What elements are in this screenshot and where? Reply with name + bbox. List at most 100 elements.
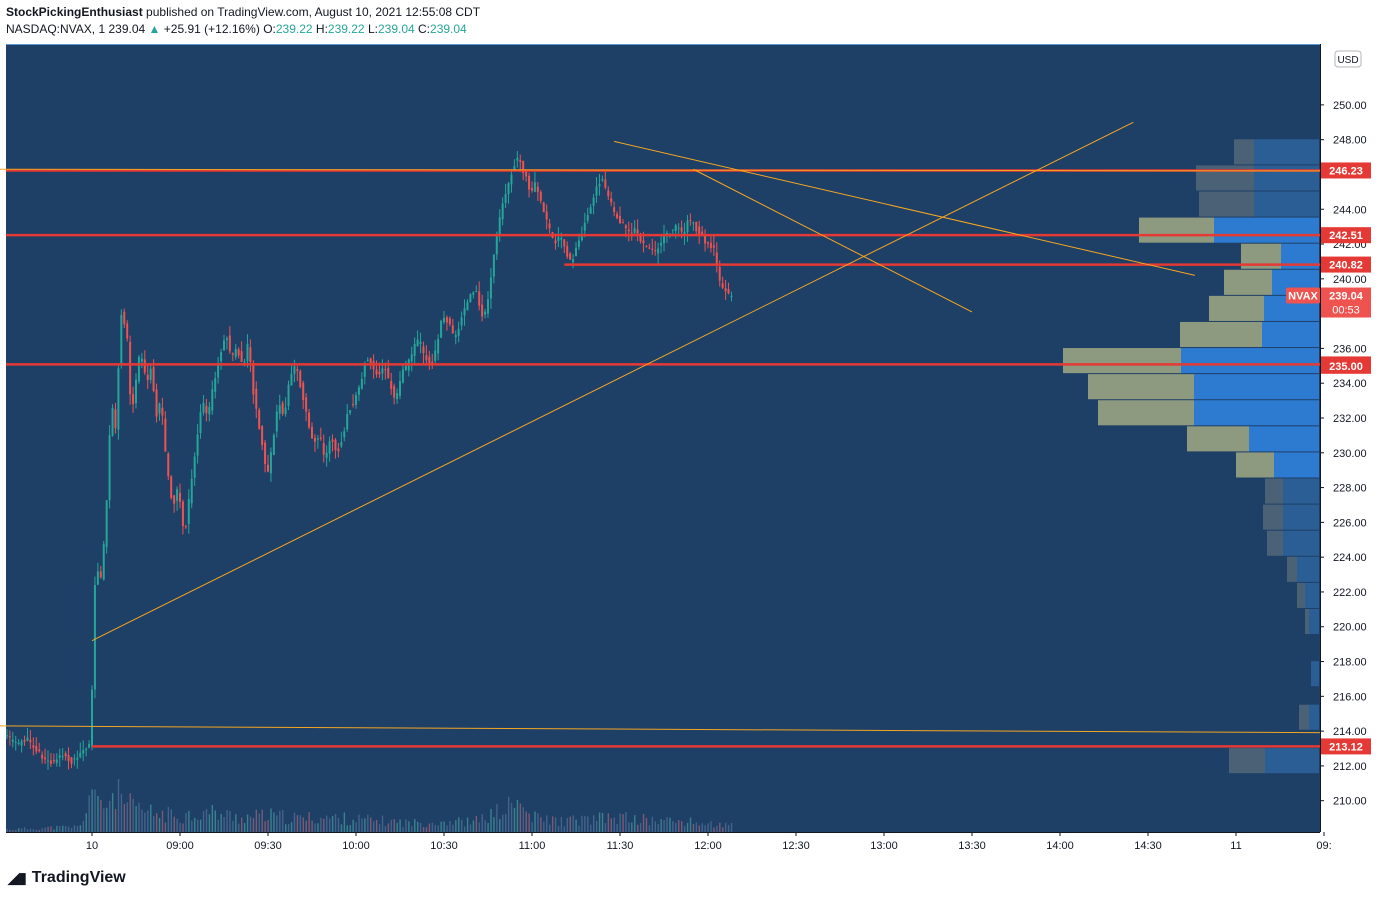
candle-body [440, 320, 443, 338]
volume-bar [246, 814, 249, 832]
candle-body [73, 758, 76, 760]
candle-body [662, 234, 665, 244]
price-tick-label: 226.00 [1333, 517, 1367, 529]
price-badge [1321, 256, 1371, 273]
volume-bar [370, 817, 372, 832]
candle-body [319, 437, 322, 440]
volume-bar [100, 799, 102, 832]
volume-bar [660, 819, 662, 832]
candle-body [481, 304, 484, 317]
price-axis[interactable] [1320, 44, 1383, 860]
price-tick-label: 210.00 [1333, 796, 1367, 808]
profile-down-bar [1311, 661, 1319, 687]
candle-body [252, 362, 255, 395]
volume-bar [226, 809, 228, 832]
candle-body [613, 207, 616, 212]
candle-body [99, 571, 102, 578]
symbol-tag [1286, 287, 1320, 304]
volume-bar [531, 821, 533, 832]
candle-body [220, 352, 223, 362]
profile-down-bar [1181, 348, 1319, 374]
candle-body [695, 221, 698, 232]
volume-bar [114, 809, 117, 832]
volume-bar [15, 829, 17, 832]
candle-body [445, 317, 448, 323]
candle-body [425, 355, 428, 361]
price-badge-label: 240.82 [1329, 260, 1363, 272]
candle-body [190, 478, 193, 504]
volume-bar [604, 822, 607, 832]
volume-bar [12, 829, 14, 832]
volume-bar [305, 820, 307, 832]
volume-bar [625, 812, 627, 832]
ohlc-legend: NASDAQ:NVAX, 1 239.04 ▲ +25.91 (+12.16%)… [6, 22, 467, 36]
candle-body [586, 215, 589, 221]
candle-body [674, 225, 677, 231]
profile-down-bar [1194, 374, 1319, 400]
candle-body [146, 374, 149, 381]
price-tick-label: 222.00 [1333, 587, 1367, 599]
volume-bar [320, 817, 322, 832]
candle-body [504, 193, 507, 203]
tradingview-brand[interactable]: ◢▮ TradingView [8, 869, 126, 887]
price-chart[interactable]: 210.00 212.00 214.00 216.00 218.00 220.00 222.… [0, 44, 1383, 860]
time-axis[interactable] [6, 832, 1320, 860]
price-badges: 246.23242.51240.82235.08213.12235.00NVAX… [1286, 162, 1371, 755]
volume-bar [628, 822, 630, 832]
volume-bar [67, 826, 70, 832]
high-label: H: [315, 22, 328, 36]
volume-bar [299, 815, 302, 832]
volume-bar [220, 813, 222, 832]
candle-body [715, 252, 718, 264]
candle-body [243, 361, 246, 363]
candle-body [437, 338, 440, 354]
volume-bar [261, 809, 263, 832]
candle-body [616, 213, 619, 219]
profile-up-bar [1180, 321, 1262, 348]
candle-body [645, 246, 648, 248]
trendlines-layer [0, 121, 1357, 734]
volume-bar [578, 825, 580, 832]
symbol-label: NASDAQ:NVAX, 1 [6, 22, 106, 36]
volume-bar [196, 820, 199, 832]
volume-bar [499, 819, 501, 832]
currency-label: USD [1337, 55, 1358, 66]
volume-bar [519, 803, 522, 832]
plot-area[interactable] [6, 44, 1320, 832]
candle-body [255, 388, 258, 409]
volume-bar [566, 818, 568, 832]
volume-bar [431, 822, 434, 832]
candle-body [533, 182, 536, 192]
volume-bar [460, 819, 463, 832]
volume-bar [158, 818, 161, 832]
candle-body [689, 220, 692, 222]
volume-bar [18, 828, 20, 832]
volume-bar [631, 822, 633, 832]
candle-body [305, 397, 308, 412]
time-tick-label: 09: [1316, 840, 1331, 852]
profile-up-bar [1263, 504, 1283, 530]
volume-bar [279, 810, 281, 832]
volume-bar [238, 823, 240, 832]
tradingview-logo-icon: ◢▮ [8, 870, 27, 887]
candle-body [393, 386, 396, 398]
candle-body [41, 754, 44, 759]
candle-body [398, 381, 401, 396]
volume-bar [402, 827, 404, 832]
volume-bar [243, 822, 246, 832]
candle-body [258, 409, 261, 429]
author-name[interactable]: StockPickingEnthusiast [6, 5, 143, 19]
volume-bar [440, 821, 442, 832]
candle-body [701, 231, 704, 236]
candle-body [730, 295, 733, 298]
profile-down-bar [1309, 608, 1319, 635]
candle-body [82, 750, 85, 754]
symbol-tag-label: NVAX [1288, 291, 1318, 303]
volume-bar [367, 814, 369, 832]
volume-bar [252, 818, 255, 832]
candle-body [639, 233, 642, 242]
volume-bar [258, 813, 260, 832]
candle-body [181, 501, 184, 527]
currency-button[interactable]: USD [1334, 50, 1362, 68]
candle-body [290, 373, 293, 386]
